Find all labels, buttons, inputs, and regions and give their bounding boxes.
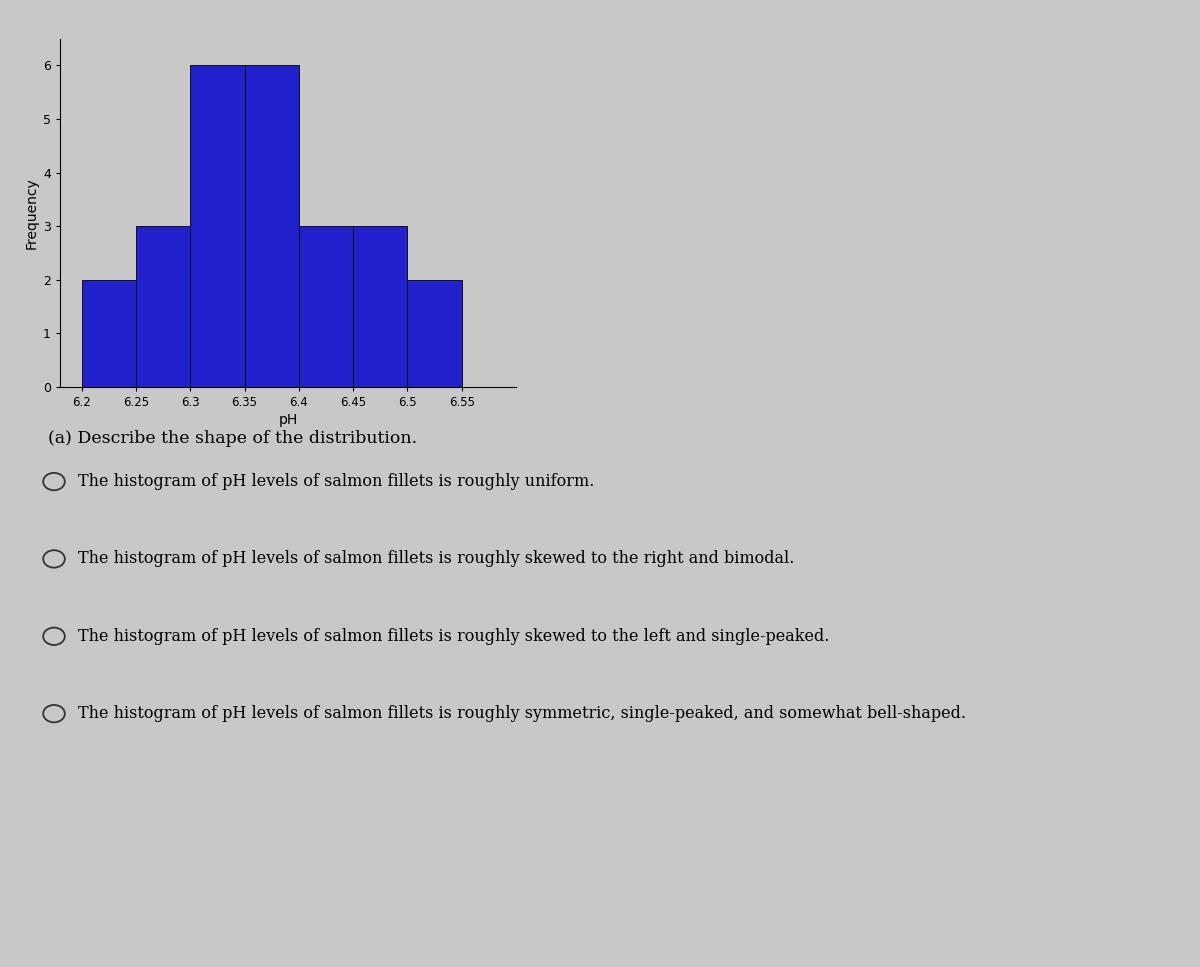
Bar (82, 279, 136, 387)
Bar (245, 66, 299, 387)
Bar (353, 226, 408, 387)
X-axis label: pH: pH (278, 413, 298, 427)
Text: The histogram of pH levels of salmon fillets is roughly symmetric, single-peaked: The histogram of pH levels of salmon fil… (78, 705, 966, 722)
Text: The histogram of pH levels of salmon fillets is roughly skewed to the right and : The histogram of pH levels of salmon fil… (78, 550, 794, 568)
Bar (299, 226, 353, 387)
Text: The histogram of pH levels of salmon fillets is roughly uniform.: The histogram of pH levels of salmon fil… (78, 473, 594, 490)
Bar (408, 279, 462, 387)
Bar (136, 226, 191, 387)
Text: (a) Describe the shape of the distribution.: (a) Describe the shape of the distributi… (48, 430, 418, 448)
Bar (191, 66, 245, 387)
Text: The histogram of pH levels of salmon fillets is roughly skewed to the left and s: The histogram of pH levels of salmon fil… (78, 628, 829, 645)
Y-axis label: Frequency: Frequency (25, 177, 38, 249)
